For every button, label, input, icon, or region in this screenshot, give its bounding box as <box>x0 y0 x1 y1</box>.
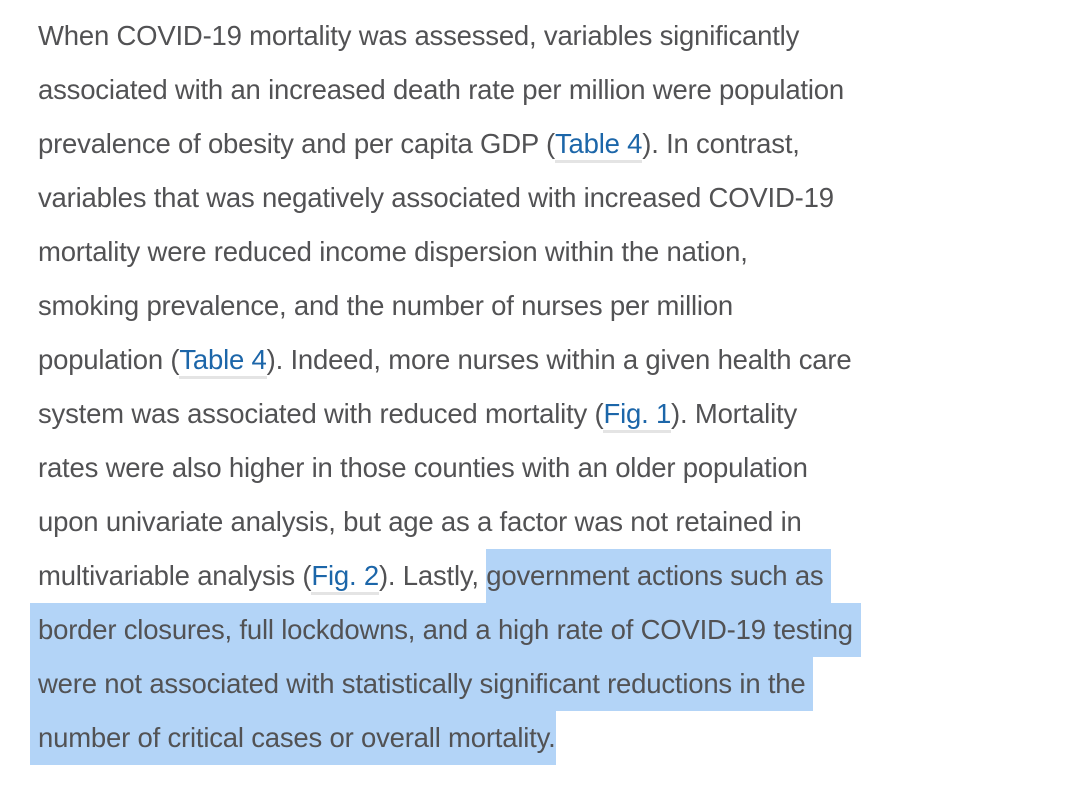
article-paragraph: When COVID-19 mortality was assessed, va… <box>30 9 1058 765</box>
line-text: smoking prevalence, and the number of nu… <box>38 290 734 321</box>
line-text: mortality were reduced income dispersion… <box>38 236 748 267</box>
selected-text: number of critical cases or overall mort… <box>30 711 556 765</box>
fig-1-link[interactable]: Fig. 1 <box>603 398 671 433</box>
line-text: ). In contrast, <box>642 128 800 159</box>
paragraph-line: prevalence of obesity and per capita GDP… <box>38 117 1058 171</box>
line-text: prevalence of obesity and per capita GDP… <box>38 128 555 159</box>
selected-text: government actions such as <box>486 549 832 603</box>
paragraph-line: number of critical cases or overall mort… <box>30 711 1058 765</box>
fig-2-link[interactable]: Fig. 2 <box>311 560 379 595</box>
line-text: associated with an increased death rate … <box>38 74 844 105</box>
line-text: system was associated with reduced morta… <box>38 398 604 429</box>
paragraph-line: were not associated with statistically s… <box>30 657 1058 711</box>
paragraph-line: population (Table 4). Indeed, more nurse… <box>38 333 1058 387</box>
paragraph-line: system was associated with reduced morta… <box>38 387 1058 441</box>
line-text: When COVID-19 mortality was assessed, va… <box>38 20 800 51</box>
line-text: ). Lastly, <box>378 560 487 591</box>
line-text: ). Indeed, more nurses within a given he… <box>266 344 852 375</box>
line-text: upon univariate analysis, but age as a f… <box>38 506 802 537</box>
paragraph-line: variables that was negatively associated… <box>38 171 1058 225</box>
line-text: variables that was negatively associated… <box>38 182 834 213</box>
paragraph-line: associated with an increased death rate … <box>38 63 1058 117</box>
paragraph-line: When COVID-19 mortality was assessed, va… <box>38 9 1058 63</box>
line-text: multivariable analysis ( <box>38 560 312 591</box>
paragraph-line: multivariable analysis (Fig. 2). Lastly,… <box>38 549 1058 603</box>
selected-text: were not associated with statistically s… <box>30 657 814 711</box>
table-4-link[interactable]: Table 4 <box>554 128 642 163</box>
paragraph-line: mortality were reduced income dispersion… <box>38 225 1058 279</box>
line-text: population ( <box>38 344 180 375</box>
paragraph-line: upon univariate analysis, but age as a f… <box>38 495 1058 549</box>
line-text: rates were also higher in those counties… <box>38 452 808 483</box>
line-text: ). Mortality <box>671 398 797 429</box>
paragraph-line: smoking prevalence, and the number of nu… <box>38 279 1058 333</box>
paragraph-line: rates were also higher in those counties… <box>38 441 1058 495</box>
paragraph-line: border closures, full lockdowns, and a h… <box>30 603 1058 657</box>
selected-text: border closures, full lockdowns, and a h… <box>30 603 861 657</box>
table-4-link[interactable]: Table 4 <box>179 344 267 379</box>
